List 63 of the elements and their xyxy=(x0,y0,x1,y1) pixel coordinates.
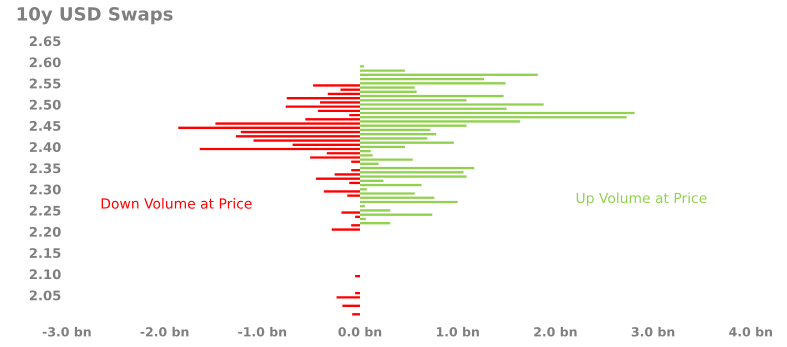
y-tick-label: 2.15 xyxy=(30,248,60,258)
bar xyxy=(360,133,436,136)
bar xyxy=(360,158,413,161)
bar xyxy=(286,96,360,100)
bar xyxy=(342,304,360,307)
bar xyxy=(236,135,360,138)
bar xyxy=(324,190,360,193)
y-tick-label: 2.60 xyxy=(30,57,61,68)
text: Up Volume at Price xyxy=(576,192,706,206)
bar xyxy=(360,180,384,182)
x-tick-label: 2.0 bn xyxy=(534,326,577,337)
y-tick-label: 2.20 xyxy=(30,226,61,237)
bar xyxy=(336,296,360,299)
y-tick-label: 2.30 xyxy=(30,184,61,194)
bar xyxy=(351,169,360,172)
bar xyxy=(360,108,507,110)
bar xyxy=(178,126,360,129)
x-tick-label: 3.0 bn xyxy=(632,326,674,337)
y-tick-label: 2.10 xyxy=(30,269,61,280)
bar xyxy=(351,224,360,226)
x-tick-label: -2.0 bn xyxy=(140,326,188,337)
bar xyxy=(340,88,360,91)
bar xyxy=(360,188,367,190)
bar xyxy=(360,82,506,84)
bar xyxy=(360,154,373,157)
y-tick-label: 2.05 xyxy=(30,290,60,300)
bar xyxy=(360,65,364,68)
x-tick-label: -3.0 bn xyxy=(42,326,91,337)
y-tick-label: 2.65 xyxy=(30,36,60,46)
y-tick-label: 2.25 xyxy=(30,206,60,216)
bar xyxy=(360,214,432,216)
bar xyxy=(316,178,360,180)
bar xyxy=(305,118,360,121)
y-tick-label: 2.45 xyxy=(30,120,60,131)
bar xyxy=(326,152,360,154)
x-tick-label: 4.0 bn xyxy=(729,326,772,337)
bar xyxy=(360,196,434,199)
y-tick-label: 2.40 xyxy=(30,142,61,152)
bar xyxy=(360,74,538,76)
x-tick-label: 0.0 bn xyxy=(338,326,382,337)
bar xyxy=(292,144,360,146)
chart-title: 10y USD Swaps xyxy=(18,7,173,24)
y-tick-label: 2.55 xyxy=(30,78,60,89)
text: Down Volume at Price xyxy=(102,198,252,209)
bar xyxy=(360,205,365,208)
x-tick-label: 1.0 bn xyxy=(436,326,479,337)
bar xyxy=(360,90,417,93)
bar xyxy=(360,222,390,224)
bar xyxy=(360,99,466,102)
x-tick-label: -1.0 bn xyxy=(238,326,286,337)
y-tick-label: 2.50 xyxy=(30,100,61,110)
bar xyxy=(351,160,360,163)
bar xyxy=(360,166,474,170)
bar xyxy=(286,105,360,108)
bar xyxy=(341,211,360,214)
bar xyxy=(360,141,454,144)
bar xyxy=(355,275,360,278)
bar xyxy=(360,116,627,118)
bar xyxy=(360,124,466,127)
bar xyxy=(352,313,360,316)
bar xyxy=(360,150,371,152)
y-tick-label: 2.35 xyxy=(30,163,60,174)
bar xyxy=(347,194,360,197)
